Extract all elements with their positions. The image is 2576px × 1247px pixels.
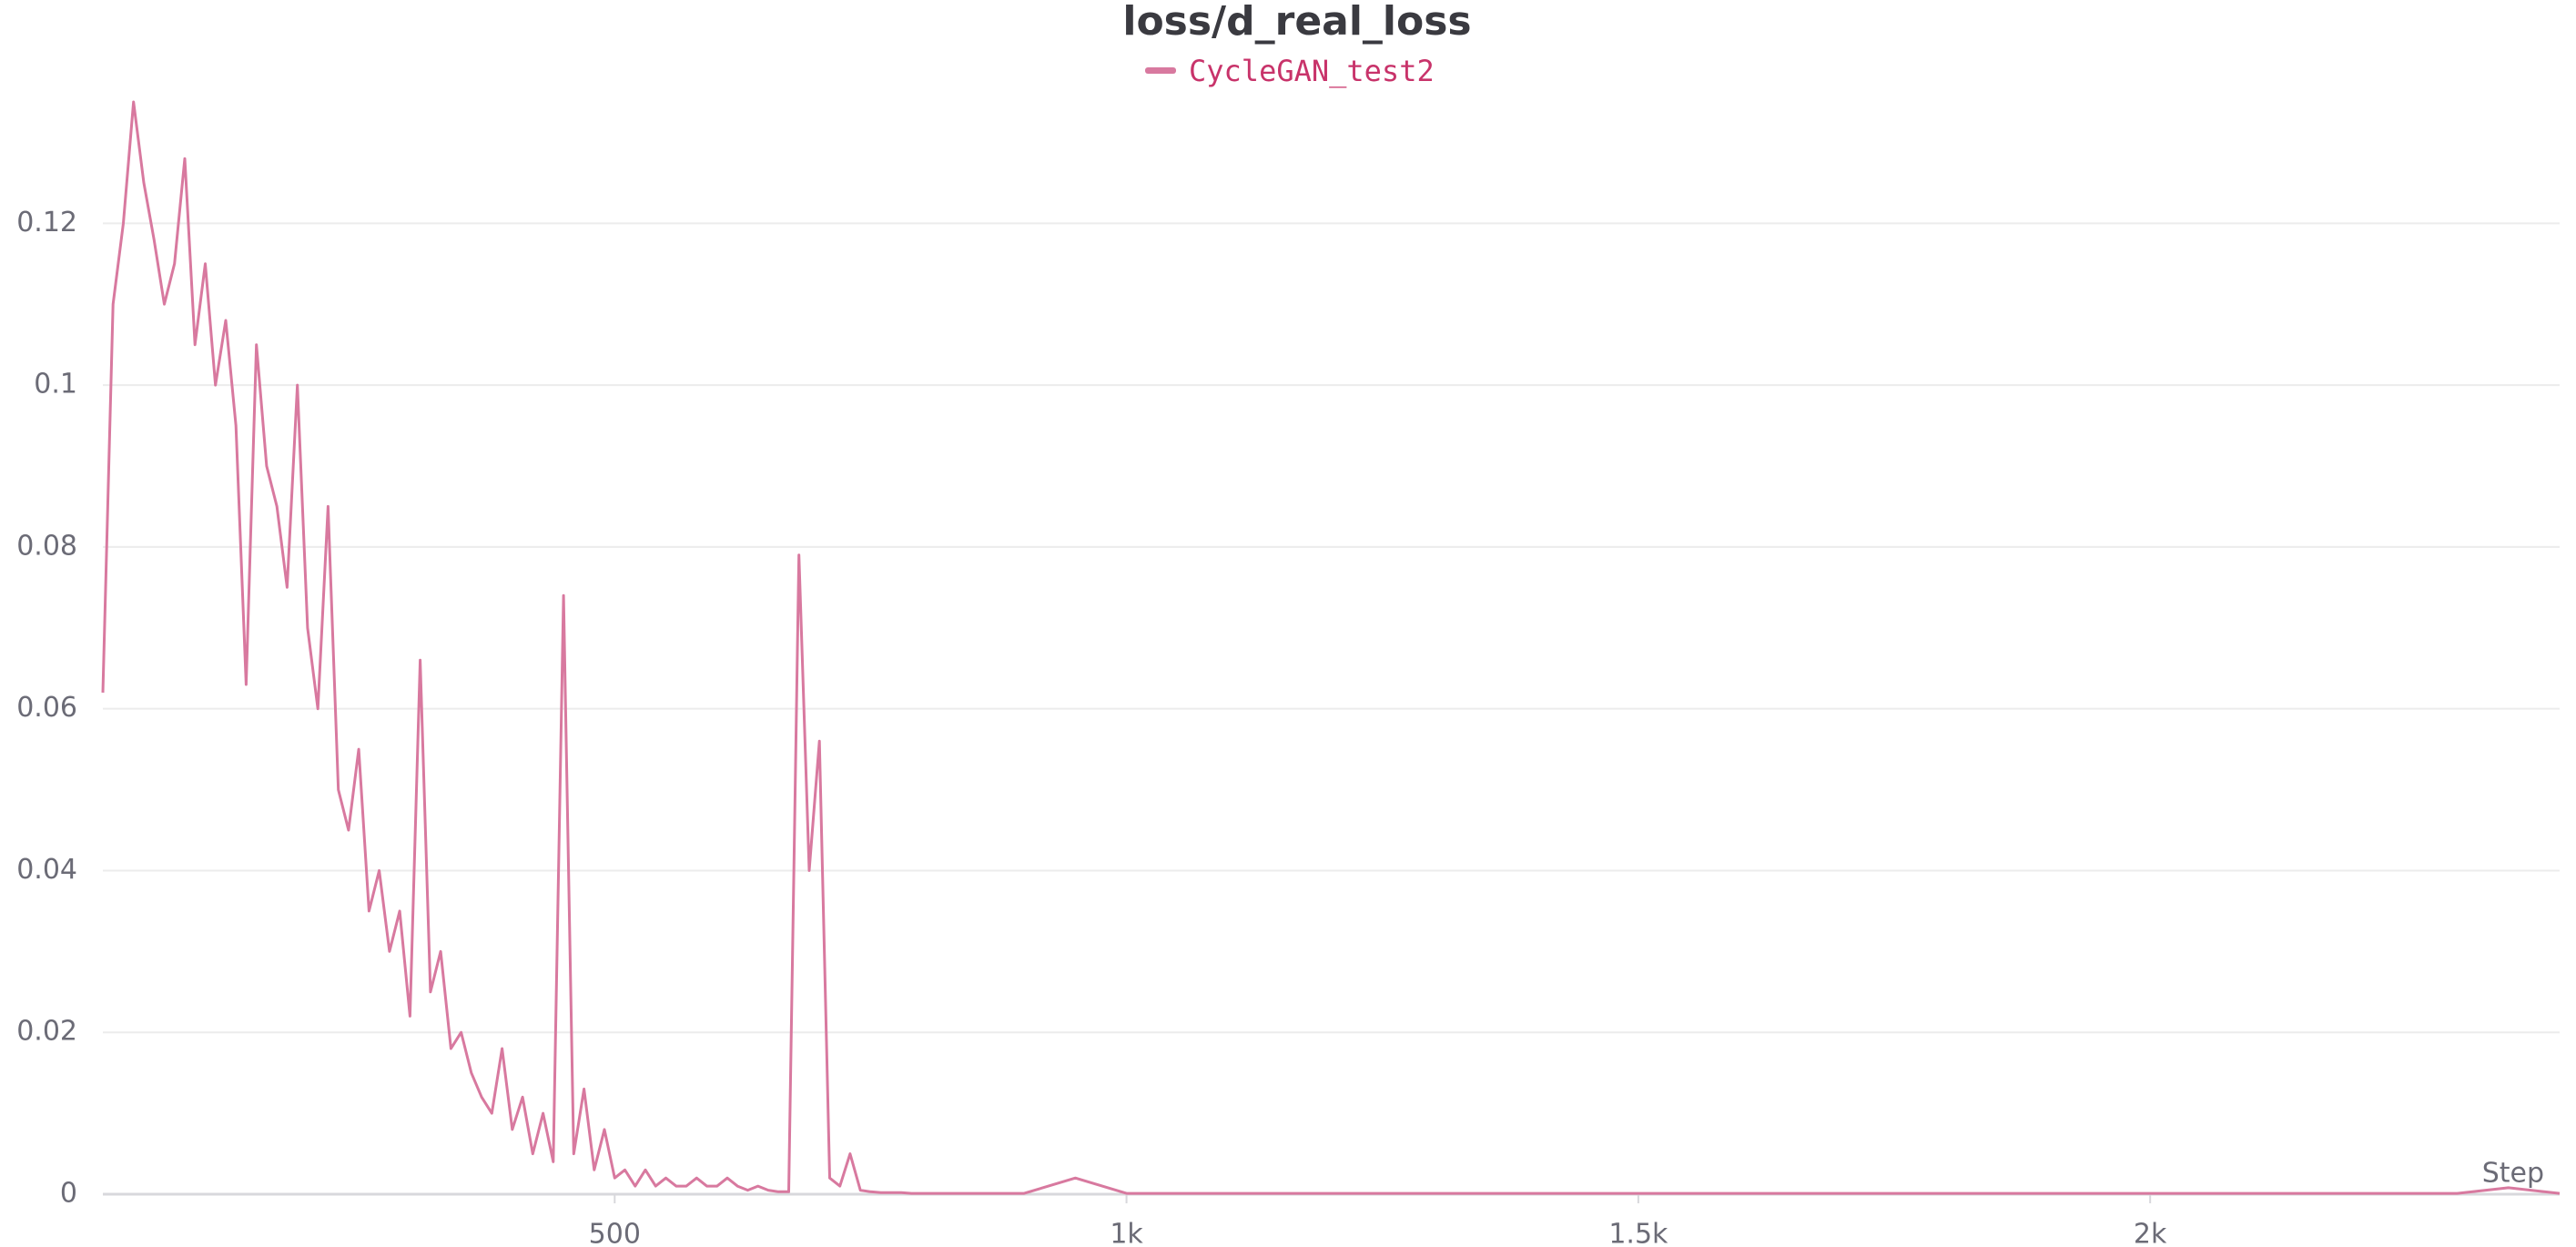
y-tick-label: 0.06 <box>16 692 77 724</box>
y-tick-label: 0.04 <box>16 854 77 886</box>
y-tick-label: 0.1 <box>34 369 77 400</box>
x-tick-label: 500 <box>589 1219 641 1247</box>
y-tick-label: 0.08 <box>16 530 77 562</box>
line-series <box>101 100 2561 1195</box>
x-tick-label: 1.5k <box>1608 1219 1668 1247</box>
x-tick-label: 1k <box>1110 1219 1143 1247</box>
y-tick-label: 0.02 <box>16 1016 77 1048</box>
chart-title: loss/d_real_loss <box>1122 0 1471 45</box>
legend-label: CycleGAN_test2 <box>1189 54 1435 88</box>
y-tick-label: 0.12 <box>16 207 77 238</box>
legend-swatch <box>1145 67 1176 74</box>
x-tick-label: 2k <box>2134 1219 2167 1247</box>
y-tick-label: 0 <box>60 1178 77 1210</box>
x-axis-label: Step <box>2482 1158 2544 1190</box>
